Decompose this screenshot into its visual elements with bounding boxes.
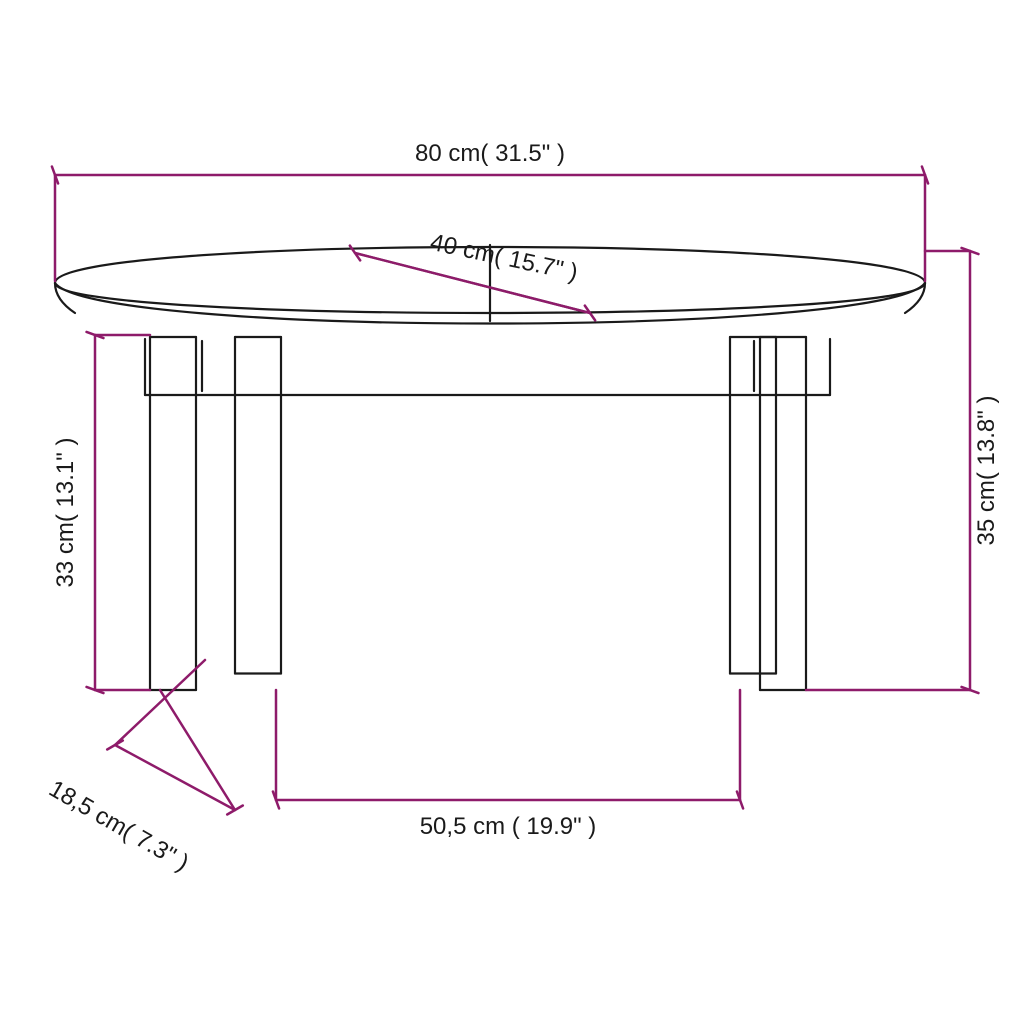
dim-depth-bl: 18,5 cm( 7.3" ) (44, 775, 193, 877)
dim-height-left: 33 cm( 13.1" ) (52, 438, 79, 588)
dim-height-right: 35 cm( 13.8" ) (973, 396, 1000, 546)
dim-span-bottom: 50,5 cm ( 19.9" ) (420, 813, 597, 840)
dim-width-top: 80 cm( 31.5" ) (415, 140, 565, 167)
